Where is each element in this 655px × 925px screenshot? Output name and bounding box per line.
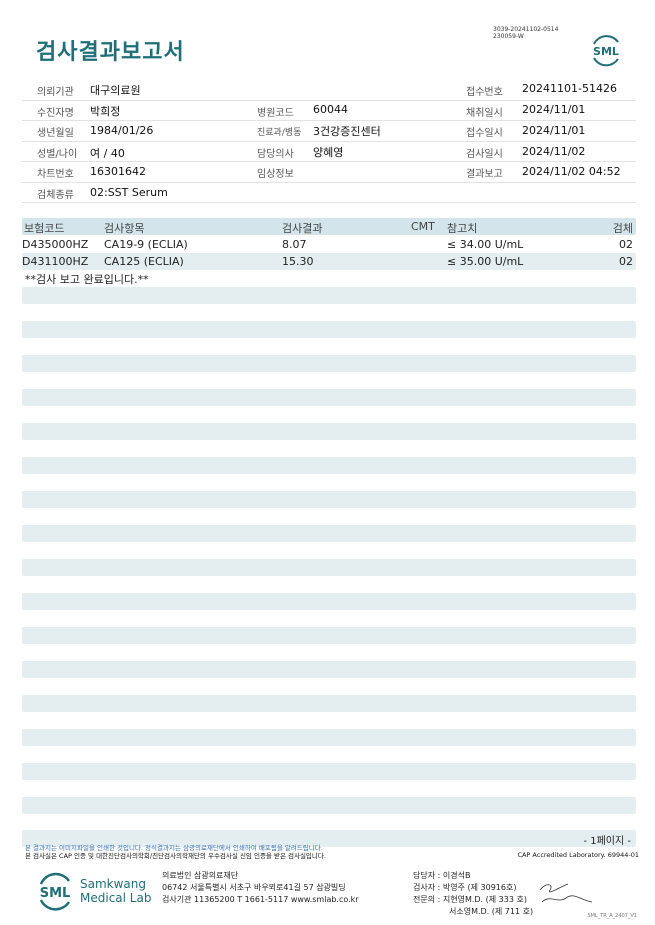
- institution-value: 대구의료원: [90, 84, 141, 97]
- empty-row-stripe: [22, 491, 636, 508]
- sml-logo: SML: [593, 35, 619, 67]
- collected-label: 채취일시: [466, 108, 503, 119]
- receipt-no-value: 20241101-51426: [522, 82, 617, 95]
- patient-label: 수진자명: [37, 108, 74, 119]
- clinical-label: 임상정보: [257, 169, 294, 180]
- doctor-label: 담당의사: [257, 149, 294, 160]
- receipt-no-label: 접수번호: [466, 87, 503, 98]
- empty-row-stripe: [22, 729, 636, 746]
- col-specimen: 검체: [612, 222, 633, 235]
- cap-accreditation: CAP Accredited Laboratory. 69944-01: [517, 851, 639, 859]
- row-specimen: 02: [619, 255, 633, 268]
- col-item: 검사항목: [104, 222, 145, 235]
- row-result: 8.07: [282, 238, 307, 251]
- signature: [539, 883, 593, 903]
- page-title: 검사결과보고서: [36, 40, 185, 65]
- tested-label: 검사일시: [466, 149, 503, 160]
- empty-row-stripe: [22, 593, 636, 610]
- row-result: 15.30: [282, 255, 314, 268]
- row-item: CA19-9 (ECLIA): [104, 238, 188, 251]
- specialist-1: 지현영M.D. (제 333 호): [442, 895, 527, 904]
- staff-info: 담당자 : 이경석B 검사자 : 박영주 (제 30916호) 전문의 : 지현…: [413, 870, 533, 918]
- tester-label: 검사자 :: [413, 883, 441, 892]
- row-specimen: 02: [619, 238, 633, 251]
- manager-value: 이경석B: [442, 871, 471, 880]
- row-code: D431100HZ: [22, 255, 89, 268]
- chart-no-label: 차트번호: [37, 169, 74, 180]
- empty-row-stripe: [22, 525, 636, 542]
- sex-age-label: 성별/나이: [37, 149, 78, 160]
- empty-row-stripe: [22, 389, 636, 406]
- specimen-type-value: 02:SST Serum: [90, 186, 168, 199]
- brand-line1: Samkwang: [80, 877, 146, 891]
- org-info: 의료법인 삼광의료재단 06742 서울특별시 서초구 바우뫼로41길 57 삼…: [162, 870, 359, 906]
- empty-row-stripe: [22, 797, 636, 814]
- specimen-type-label: 검체종류: [37, 190, 74, 201]
- document-id: 3039-20241102-0514 230059-W: [493, 26, 558, 40]
- chart-no-value: 16301642: [90, 165, 146, 178]
- row-ref: ≤ 35.00 U/mL: [447, 255, 524, 268]
- manager-label: 담당자 :: [413, 871, 441, 880]
- report-note: **검사 보고 완료입니다.**: [25, 273, 149, 286]
- notice-image-copy: 본 결과지는 이미지파일을 인쇄한 것입니다. 정식결과지는 삼광의료재단에서 …: [25, 844, 323, 852]
- empty-row-stripe: [22, 287, 636, 304]
- dept-value: 3건강증진센터: [313, 125, 381, 138]
- col-cmt: CMT: [411, 220, 435, 233]
- hospital-code-label: 병원코드: [257, 108, 294, 119]
- org-address: 06742 서울특별시 서초구 바우뫼로41길 57 삼광빌딩: [162, 883, 346, 892]
- tested-value: 2024/11/02: [522, 145, 586, 158]
- empty-row-stripe: [22, 695, 636, 712]
- patient-value: 박희정: [90, 105, 121, 118]
- empty-row-stripe: [22, 355, 636, 372]
- doctor-value: 양혜영: [313, 146, 344, 159]
- form-code: SML_TR_A_2407_V1: [587, 913, 637, 919]
- svg-text:SML: SML: [40, 886, 71, 901]
- specialist-2: 서소영M.D. (제 711 호): [449, 907, 534, 916]
- sex-age-value: 여 / 40: [90, 147, 125, 160]
- collected-value: 2024/11/01: [522, 103, 586, 116]
- dob-label: 생년월일: [37, 128, 74, 139]
- table-header: [22, 218, 636, 235]
- row-code: D435000HZ: [22, 238, 89, 251]
- col-ref: 참고치: [447, 222, 478, 235]
- dob-value: 1984/01/26: [90, 124, 154, 137]
- reported-label: 결과보고: [466, 169, 503, 180]
- page-number: - 1페이지 -: [583, 836, 631, 847]
- col-code: 보험코드: [24, 222, 65, 235]
- reported-value: 2024/11/02 04:52: [522, 165, 621, 178]
- brand-name: Samkwang Medical Lab: [80, 877, 151, 905]
- notice-cap: 본 검사실은 CAP 인증 및 대한진단검사의학회/진단검사의학재단의 우수검사…: [25, 852, 326, 860]
- institution-label: 의뢰기관: [37, 87, 74, 98]
- doc-id-line2: 230059-W: [493, 33, 524, 40]
- specialist-label: 전문의 :: [413, 895, 441, 904]
- col-result: 검사결과: [282, 222, 323, 235]
- empty-row-stripe: [22, 457, 636, 474]
- org-contact: 검사기관 11365200 T 1661-5117 www.smlab.co.k…: [162, 895, 359, 904]
- empty-row-stripe: [22, 763, 636, 780]
- empty-row-stripe: [22, 559, 636, 576]
- empty-row-stripe: [22, 627, 636, 644]
- org-name: 의료법인 삼광의료재단: [162, 871, 239, 880]
- sml-footer-logo: SML: [40, 872, 71, 911]
- empty-row-stripe: [22, 661, 636, 678]
- received-label: 접수일시: [466, 128, 503, 139]
- brand-line2: Medical Lab: [80, 891, 152, 905]
- row-item: CA125 (ECLIA): [104, 255, 184, 268]
- tester-value: 박영주 (제 30916호): [442, 883, 517, 892]
- svg-text:SML: SML: [593, 45, 619, 58]
- empty-row-stripe: [22, 423, 636, 440]
- hospital-code-value: 60044: [313, 103, 348, 116]
- doc-id-line1: 3039-20241102-0514: [493, 26, 559, 33]
- row-ref: ≤ 34.00 U/mL: [447, 238, 524, 251]
- empty-row-stripe: [22, 321, 636, 338]
- dept-label: 진료과/병동: [257, 128, 302, 138]
- received-value: 2024/11/01: [522, 124, 586, 137]
